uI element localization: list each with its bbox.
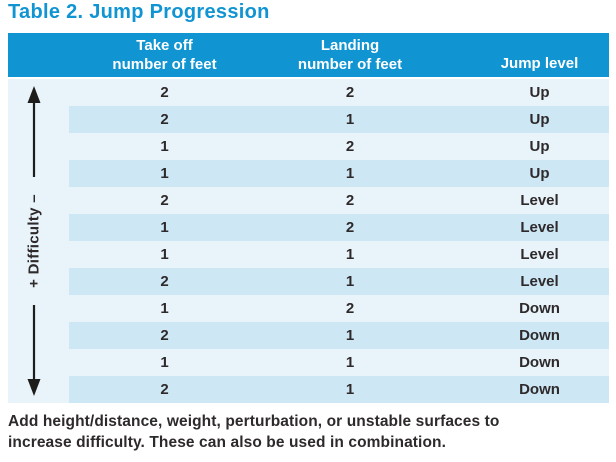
landing-cell: 2 bbox=[345, 192, 355, 209]
jump-level-cell: Up bbox=[529, 84, 550, 101]
column-header-landing: Landing number of feet bbox=[260, 33, 440, 77]
takeoff-cell: 2 bbox=[160, 273, 169, 290]
table-row: 2 1 Down bbox=[69, 376, 609, 403]
takeoff-cell: 1 bbox=[160, 354, 169, 371]
footer-note-line2: increase difficulty. These can also be u… bbox=[8, 434, 446, 451]
landing-cell: 1 bbox=[345, 165, 355, 182]
column-header-jump-level-label: Jump level bbox=[500, 55, 579, 72]
takeoff-cell: 2 bbox=[160, 381, 169, 398]
jump-level-cell: Up bbox=[529, 111, 550, 128]
down-arrow-icon bbox=[27, 305, 41, 396]
landing-cell: 1 bbox=[345, 381, 355, 398]
table-row: 1 1 Up bbox=[69, 160, 609, 187]
difficulty-axis: + Difficulty – bbox=[8, 79, 69, 403]
jump-level-cell: Level bbox=[520, 192, 559, 209]
jump-level-cell: Down bbox=[519, 354, 560, 371]
takeoff-cell: 1 bbox=[160, 300, 169, 317]
table-row: 1 1 Down bbox=[69, 349, 609, 376]
jump-level-cell: Down bbox=[519, 300, 560, 317]
takeoff-cell: 1 bbox=[160, 219, 169, 236]
difficulty-arrows-icon bbox=[27, 86, 41, 396]
takeoff-cell: 1 bbox=[160, 246, 169, 263]
table-row: 2 2 Up bbox=[69, 79, 609, 106]
jump-level-cell: Up bbox=[529, 165, 550, 182]
takeoff-cell: 2 bbox=[160, 111, 169, 128]
jump-progression-table: Take off number of feet Landing number o… bbox=[8, 33, 609, 403]
jump-level-cell: Down bbox=[519, 327, 560, 344]
column-header-landing-line2: number of feet bbox=[297, 56, 403, 73]
column-header-landing-line1: Landing bbox=[320, 37, 380, 54]
column-header-takeoff-line1: Take off bbox=[136, 37, 193, 54]
landing-cell: 2 bbox=[345, 84, 355, 101]
takeoff-cell: 2 bbox=[160, 192, 169, 209]
table-title: Table 2. Jump Progression bbox=[8, 1, 270, 23]
takeoff-cell: 2 bbox=[160, 327, 169, 344]
footer-note-line1: Add height/distance, weight, perturbatio… bbox=[8, 413, 500, 430]
column-header-jump-level: Jump level bbox=[440, 33, 609, 77]
landing-cell: 2 bbox=[345, 300, 355, 317]
table-row: 1 2 Up bbox=[69, 133, 609, 160]
landing-cell: 1 bbox=[345, 246, 355, 263]
table-row: 2 1 Down bbox=[69, 322, 609, 349]
landing-cell: 1 bbox=[345, 273, 355, 290]
jump-level-cell: Down bbox=[519, 381, 560, 398]
takeoff-cell: 2 bbox=[160, 84, 169, 101]
landing-cell: 1 bbox=[345, 327, 355, 344]
table-row: 1 2 Level bbox=[69, 214, 609, 241]
difficulty-axis-label: + Difficulty – bbox=[25, 194, 43, 288]
up-arrow-icon bbox=[27, 86, 41, 177]
jump-level-cell: Level bbox=[520, 219, 559, 236]
landing-cell: 1 bbox=[345, 354, 355, 371]
jump-level-cell: Level bbox=[520, 273, 559, 290]
footer-note: Add height/distance, weight, perturbatio… bbox=[8, 411, 608, 453]
table-row: 2 1 Level bbox=[69, 268, 609, 295]
jump-level-cell: Level bbox=[520, 246, 559, 263]
table-rows: 2 2 Up 2 1 Up 1 2 Up 1 1 Up 2 2 Level 1 … bbox=[69, 79, 609, 403]
column-header-takeoff: Take off number of feet bbox=[69, 33, 260, 77]
table-row: 2 2 Level bbox=[69, 187, 609, 214]
table-row: 1 2 Down bbox=[69, 295, 609, 322]
header-corner-spacer bbox=[8, 33, 69, 77]
landing-cell: 1 bbox=[345, 111, 355, 128]
table-header-row: Take off number of feet Landing number o… bbox=[8, 33, 609, 77]
landing-cell: 2 bbox=[345, 138, 355, 155]
column-header-takeoff-line2: number of feet bbox=[112, 56, 217, 73]
table-body: + Difficulty – 2 2 Up 2 1 Up 1 2 Up 1 1 … bbox=[8, 79, 609, 403]
landing-cell: 2 bbox=[345, 219, 355, 236]
jump-level-cell: Up bbox=[529, 138, 550, 155]
takeoff-cell: 1 bbox=[160, 138, 169, 155]
takeoff-cell: 1 bbox=[160, 165, 169, 182]
table-row: 2 1 Up bbox=[69, 106, 609, 133]
table-row: 1 1 Level bbox=[69, 241, 609, 268]
